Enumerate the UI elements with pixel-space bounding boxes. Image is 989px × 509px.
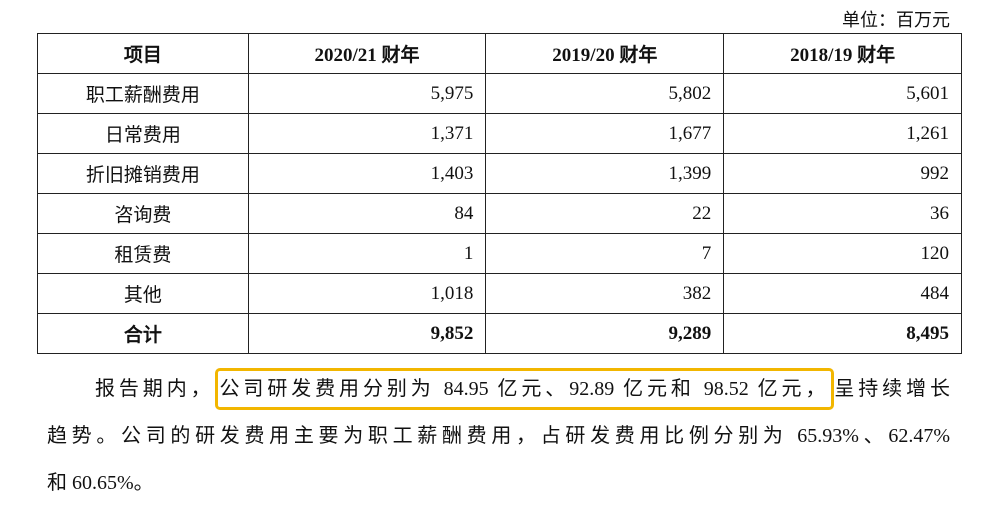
value-cell: 1,371 bbox=[247, 113, 487, 154]
header-cell: 项目 bbox=[37, 33, 249, 74]
table-row: 折旧摊销费用 1,403 1,399 992 bbox=[37, 153, 962, 194]
header-row: 项目 2020/21 财年 2019/20 财年 2018/19 财年 bbox=[37, 33, 962, 74]
value-cell: 9,289 bbox=[485, 313, 725, 354]
row-label: 职工薪酬费用 bbox=[37, 73, 249, 114]
table-body: 职工薪酬费用 5,975 5,802 5,601 日常费用 1,371 1,677 1,261… bbox=[37, 73, 962, 354]
row-label: 折旧摊销费用 bbox=[37, 153, 249, 194]
header-cell: 2019/20 财年 bbox=[485, 33, 725, 74]
table-row: 合计 9,852 9,289 8,495 bbox=[37, 313, 962, 354]
value-cell: 1,261 bbox=[723, 113, 962, 154]
value-cell: 484 bbox=[723, 273, 962, 314]
value-cell: 120 bbox=[723, 233, 962, 274]
text: 报告期内， bbox=[95, 378, 215, 400]
value-cell: 1,018 bbox=[247, 273, 487, 314]
value-cell: 84 bbox=[247, 193, 487, 234]
header-cell: 2020/21 财年 bbox=[247, 33, 487, 74]
value-cell: 382 bbox=[485, 273, 725, 314]
table-row: 职工薪酬费用 5,975 5,802 5,601 bbox=[37, 73, 962, 114]
text: 呈持续增长 bbox=[834, 378, 950, 400]
value-cell: 1,677 bbox=[485, 113, 725, 154]
value-cell: 5,975 bbox=[247, 73, 487, 114]
value-cell: 992 bbox=[723, 153, 962, 194]
value-cell: 5,802 bbox=[485, 73, 725, 114]
unit-note: 单位：百万元 bbox=[842, 10, 950, 30]
row-label: 日常费用 bbox=[37, 113, 249, 154]
paragraph-line: 和 60.65%。 bbox=[47, 472, 154, 494]
row-label: 咨询费 bbox=[37, 193, 249, 234]
value-cell: 8,495 bbox=[723, 313, 962, 354]
table-row: 其他 1,018 382 484 bbox=[37, 273, 962, 314]
row-label: 其他 bbox=[37, 273, 249, 314]
row-label: 合计 bbox=[37, 313, 249, 354]
table-row: 咨询费 84 22 36 bbox=[37, 193, 962, 234]
paragraph-line: 报告期内， 公司研发费用分别为 84.95 亿元、92.89 亿元和 98.52 … bbox=[95, 368, 950, 410]
value-cell: 1 bbox=[247, 233, 487, 274]
value-cell: 36 bbox=[723, 193, 962, 234]
value-cell: 9,852 bbox=[247, 313, 487, 354]
expense-table: 项目 2020/21 财年 2019/20 财年 2018/19 财年 职工薪酬费用 5… bbox=[37, 33, 962, 354]
value-cell: 7 bbox=[485, 233, 725, 274]
header-cell: 2018/19 财年 bbox=[723, 33, 962, 74]
value-cell: 22 bbox=[485, 193, 725, 234]
paragraph-line: 趋势。公司的研发费用主要为职工薪酬费用，占研发费用比例分别为 65.93%、62… bbox=[47, 425, 950, 447]
value-cell: 5,601 bbox=[723, 73, 962, 114]
value-cell: 1,403 bbox=[247, 153, 487, 194]
table-row: 日常费用 1,371 1,677 1,261 bbox=[37, 113, 962, 154]
row-label: 租赁费 bbox=[37, 233, 249, 274]
table-row: 租赁费 1 7 120 bbox=[37, 233, 962, 274]
highlighted-text: 公司研发费用分别为 84.95 亿元、92.89 亿元和 98.52 亿元， bbox=[214, 368, 835, 410]
value-cell: 1,399 bbox=[485, 153, 725, 194]
